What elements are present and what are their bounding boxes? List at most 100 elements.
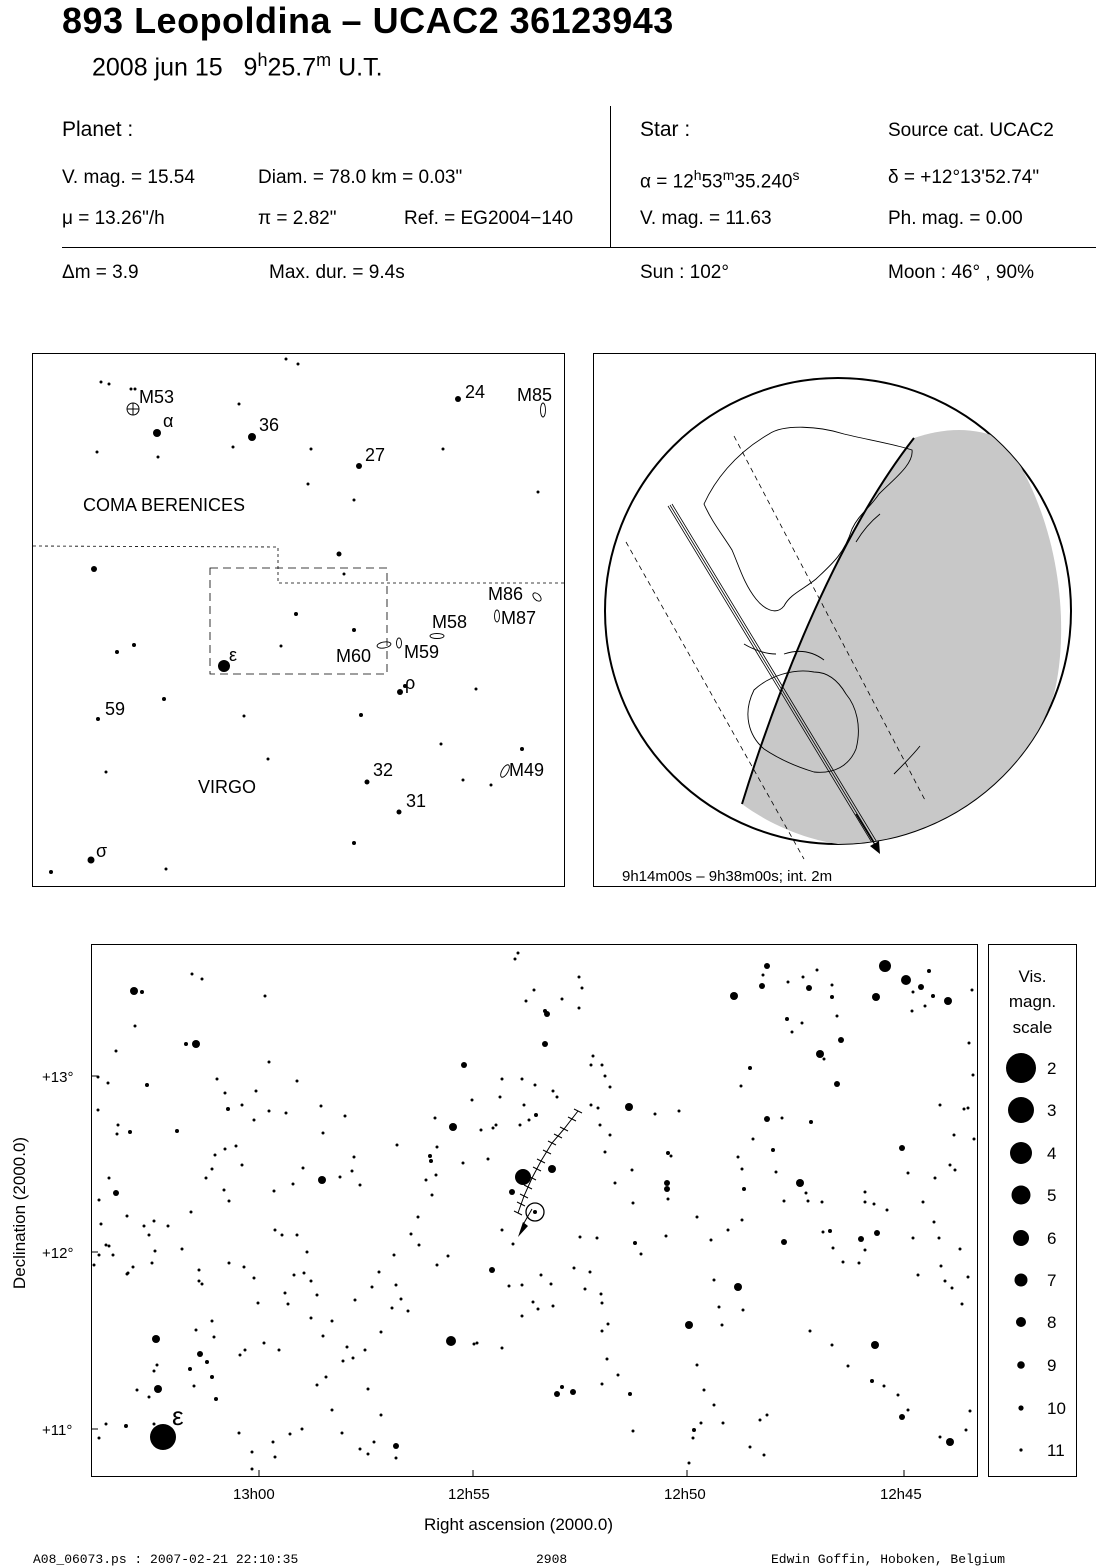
chart-star <box>240 1163 244 1167</box>
chart-star <box>115 1132 119 1136</box>
chart-star <box>591 1054 595 1058</box>
chart-star <box>780 1116 784 1120</box>
chart-star <box>625 1103 633 1111</box>
chart-star <box>932 1220 936 1224</box>
asteroid-track <box>513 1108 583 1237</box>
chart-star <box>190 972 194 976</box>
chart-star <box>758 1418 762 1422</box>
finder-star <box>455 396 461 402</box>
finder-star <box>396 809 402 815</box>
chart-star <box>372 1440 376 1444</box>
chart-star <box>226 1107 230 1111</box>
chart-star <box>330 1319 334 1323</box>
legend-symbols: 2 3 4 5 6 7 8 9 10 11 <box>1006 1053 1066 1460</box>
chart-star <box>292 1273 296 1277</box>
legend-label: 10 <box>1047 1399 1066 1418</box>
finder-star <box>306 482 310 486</box>
chart-star <box>846 1364 850 1368</box>
chart-star <box>831 1246 835 1250</box>
legend-label: 7 <box>1047 1271 1056 1290</box>
chart-star <box>748 1445 752 1449</box>
chart-star <box>97 1198 101 1202</box>
chart-star <box>685 1321 693 1329</box>
finder-star <box>99 380 103 384</box>
finder-star <box>156 455 160 459</box>
track-tick <box>536 1158 546 1164</box>
chart-star <box>937 1236 941 1240</box>
chart-star <box>600 1063 604 1067</box>
chart-star <box>801 975 805 979</box>
chart-star <box>815 968 819 972</box>
chart-star <box>394 1456 398 1460</box>
chart-star <box>106 1081 110 1085</box>
chart-star <box>125 1272 129 1276</box>
chart-star <box>214 1397 218 1401</box>
chart-star <box>166 1224 170 1228</box>
time-minutes-unit: m <box>316 50 332 70</box>
finder-star <box>336 551 342 557</box>
chart-star <box>822 1057 826 1061</box>
chart-star <box>417 1243 421 1247</box>
chart-star <box>809 1120 813 1124</box>
chart-star <box>500 1228 504 1232</box>
chart-star <box>712 1278 716 1282</box>
chart-star <box>896 1393 900 1397</box>
chart-star <box>968 1409 972 1413</box>
finder-star <box>104 770 108 774</box>
chart-star <box>938 1435 942 1439</box>
chart-star <box>489 1267 495 1273</box>
track-tick <box>516 1201 526 1207</box>
star-ra-val: 35.240 <box>734 171 793 193</box>
chart-star <box>560 997 564 1001</box>
x-axis-label: Right ascension (2000.0) <box>424 1515 614 1534</box>
chart-star <box>250 1467 254 1471</box>
chart-star <box>192 1384 196 1388</box>
chart-star <box>966 1106 970 1110</box>
finder-star <box>231 445 235 449</box>
chart-star <box>263 994 267 998</box>
chart-star <box>734 1283 742 1291</box>
galaxy-m85-icon <box>540 402 546 418</box>
chart-star <box>498 1095 502 1099</box>
chart-star <box>197 1268 201 1272</box>
track-tick <box>567 1116 577 1122</box>
chart-star <box>125 1214 129 1218</box>
chart-star <box>628 1392 632 1396</box>
chart-star <box>99 1222 103 1226</box>
chart-star <box>871 1341 879 1349</box>
chart-star <box>131 1265 135 1269</box>
chart-star <box>470 1098 474 1102</box>
chart-star <box>461 1161 465 1165</box>
chart-star <box>872 993 880 1001</box>
track-tick <box>519 1193 529 1199</box>
chart-star <box>946 1438 954 1446</box>
night-side <box>742 430 1062 844</box>
chart-star <box>830 995 834 999</box>
x-tick-12h50: 12h50 <box>664 1486 706 1503</box>
chart-star <box>475 1341 479 1345</box>
y-tick-13: +13° <box>42 1069 73 1086</box>
earth-globe-svg: 9h14m00s – 9h38m00s; int. 2m <box>604 377 1072 885</box>
chart-star <box>901 975 911 985</box>
finder-star <box>237 402 241 406</box>
star-chart: ε <box>91 944 978 1477</box>
globe-caption: 9h14m00s – 9h38m00s; int. 2m <box>622 868 832 885</box>
chart-star <box>210 1167 214 1171</box>
chart-star <box>835 1014 839 1018</box>
chart-star <box>796 1179 804 1187</box>
chart-star <box>192 1040 200 1048</box>
chart-star <box>446 1254 450 1258</box>
chart-star <box>759 983 765 989</box>
chart-star <box>666 1151 670 1155</box>
chart-star <box>962 1107 966 1111</box>
finder-star <box>218 660 230 672</box>
chart-star <box>524 999 528 1003</box>
track-tick <box>553 1133 563 1139</box>
chart-star <box>154 1385 162 1393</box>
label-m86: M86 <box>488 584 523 604</box>
chart-star <box>677 1109 681 1113</box>
chart-star <box>820 1200 824 1204</box>
legend-label: 11 <box>1047 1441 1065 1460</box>
header-rule <box>62 247 1096 248</box>
chart-star <box>128 1130 132 1134</box>
